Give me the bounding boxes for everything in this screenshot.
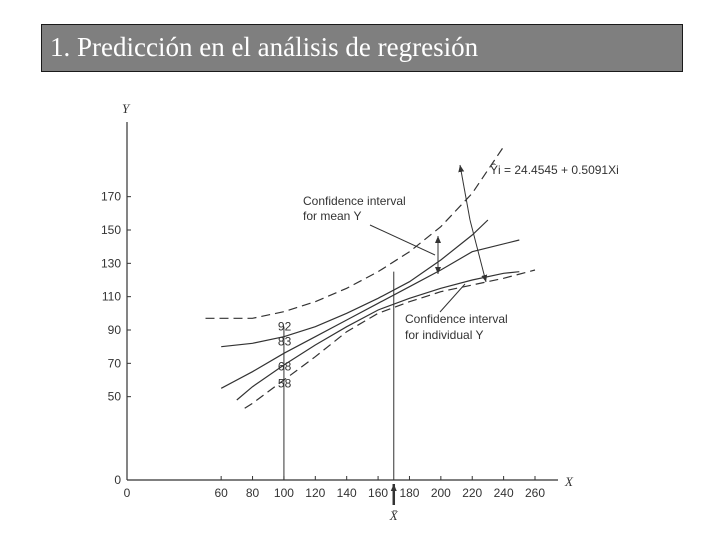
x-tick-label: 220 (462, 486, 482, 500)
x-tick-label: 240 (494, 486, 514, 500)
title-bar: 1. Predicción en el análisis de regresió… (41, 24, 683, 72)
individual-ci-arrow-lower (469, 219, 488, 283)
mean-ci-label-line2: for mean Y (303, 209, 361, 223)
x-tick-label: 260 (525, 486, 545, 500)
x-tick-label: 80 (246, 486, 260, 500)
x-tick-label: 60 (214, 486, 228, 500)
series-line-1 (205, 146, 505, 319)
individual-ci-label-line1: Confidence interval (405, 312, 508, 326)
x-tick-label: 100 (274, 486, 294, 500)
x-axis-label: X (564, 474, 574, 489)
individual-ci-pointer (439, 283, 466, 313)
y-tick-label: 130 (101, 256, 121, 270)
y-tick-label: 90 (108, 323, 122, 337)
x-tick-label: 120 (305, 486, 325, 500)
x-tick-label: 160 (368, 486, 388, 500)
series-line-2 (221, 219, 489, 348)
series-line-3 (220, 239, 520, 389)
y-axis-label: Y (122, 101, 131, 116)
point-value-label: 83 (278, 335, 292, 349)
y-tick-label: 0 (114, 473, 121, 487)
slide-title: 1. Predicción en el análisis de regresió… (50, 32, 479, 62)
mean-ci-label-line1: Confidence interval (303, 194, 406, 208)
point-value-label: 92 (278, 320, 292, 334)
point-value-label: 68 (278, 360, 292, 374)
x-tick-label: 140 (337, 486, 357, 500)
y-tick-label: 150 (101, 223, 121, 237)
y-tick-label: 50 (108, 390, 122, 404)
mean-ci-pointer (369, 224, 436, 256)
regression-equation: Ŷi = 24.4545 + 0.5091Xi (490, 162, 619, 177)
x-tick-label: 180 (399, 486, 419, 500)
point-value-label: 58 (278, 376, 292, 390)
y-tick-label: 70 (108, 356, 122, 370)
individual-ci-label-line2: for individual Y (405, 328, 484, 342)
x-tick-label: 200 (431, 486, 451, 500)
y-tick-label: 110 (102, 290, 121, 304)
x-tick-label: 0 (124, 486, 131, 500)
xbar-label: X̄ (389, 508, 399, 523)
y-tick-label: 170 (101, 190, 121, 204)
series-line-5 (244, 269, 536, 409)
individual-ci-arrow-upper (458, 164, 471, 221)
